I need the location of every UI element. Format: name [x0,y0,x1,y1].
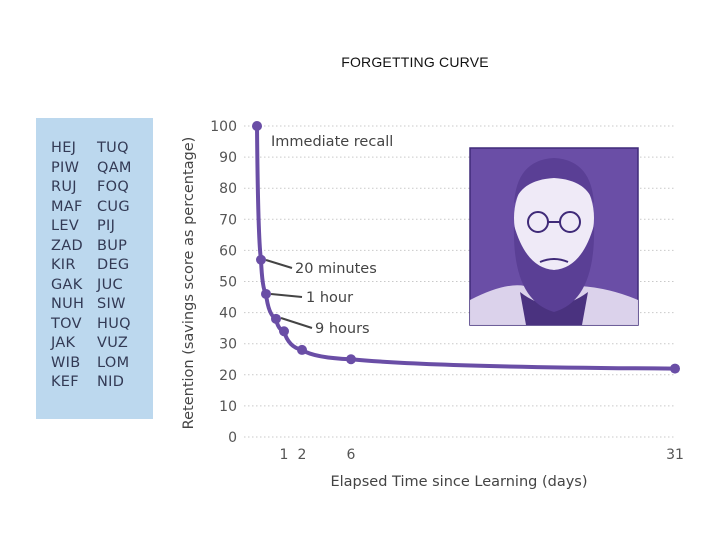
slide-title: FORGETTING CURVE [341,54,489,70]
data-point [297,344,307,355]
y-tick-label: 60 [219,243,237,259]
syllable-item: KIR [51,257,76,273]
syllable-item: TOV [51,315,82,332]
x-tick-label: 31 [666,447,684,463]
syllable-item: KEF [51,374,79,390]
syllable-item: HUQ [97,315,131,332]
curve-layer [252,121,680,374]
syllable-item: QAM [97,159,132,176]
syllable-item: ZAD [51,237,83,254]
x-tick-label: 6 [347,447,356,463]
y-tick-label: 30 [219,337,237,353]
annotation-layer: Immediate recall 20 minutes 1 hour 9 hours [265,134,393,337]
syllable-item: DEG [97,257,130,273]
y-tick-label: 0 [228,430,237,446]
data-point [261,288,271,299]
syllable-item: GAK [51,276,83,293]
y-tick-label: 70 [219,212,237,228]
annotation-label: 20 minutes [295,261,377,277]
annotation-label: 1 hour [306,290,353,306]
syllable-item: PIW [51,159,80,176]
x-tick-labels: 1 2 6 31 [280,447,684,463]
syllable-item: RUJ [51,179,77,195]
syllable-item: LEV [51,218,80,234]
portrait-ebbinghaus-icon [469,147,639,326]
syllable-item: CUG [97,198,130,215]
syllable-item: JUC [97,276,123,293]
y-tick-label: 80 [219,181,237,197]
syllable-panel: HEJ PIW RUJ MAF LEV ZAD KIR GAK NUH TOV JAK WIB KEF T… [36,118,153,419]
syllable-item: PIJ [97,218,116,234]
portrait-layer [469,147,639,326]
syllable-item: NUH [51,296,85,312]
syllable-item: NID [97,374,125,390]
annotation-leader [265,259,293,269]
syllable-item: WIB [51,354,81,371]
y-tick-label: 10 [219,399,237,415]
syllable-item: BUP [97,237,128,254]
data-point [256,254,266,265]
annotation-label: 9 hours [315,321,370,337]
x-tick-label: 2 [298,447,307,463]
syllable-item: FOQ [97,179,130,195]
syllable-item: LOM [97,354,130,371]
syllable-item: MAF [51,198,83,215]
syllable-item: TUQ [97,140,129,156]
data-point [271,313,281,324]
data-point [279,326,289,337]
data-point [670,363,680,374]
y-tick-label: 40 [219,306,237,322]
y-tick-label: 20 [219,368,237,384]
syllable-item: JAK [51,335,76,351]
annotation-leader [270,293,303,298]
annotation-leader [280,317,313,329]
x-tick-label: 1 [280,447,289,463]
syllable-item: HEJ [51,140,77,156]
data-point [346,354,356,365]
y-axis-label: Retention (savings score as percentage) [181,137,197,430]
x-axis-label: Elapsed Time since Learning (days) [330,474,587,490]
y-tick-label: 100 [210,119,237,135]
syllable-item: VUZ [97,335,129,351]
y-tick-label: 90 [219,150,237,166]
annotation-label: Immediate recall [271,134,393,150]
y-tick-label: 50 [219,275,237,291]
y-tick-labels: 0 10 20 30 40 50 60 70 80 90 100 [210,119,237,446]
data-point [252,121,262,131]
syllable-item: SIW [97,296,126,312]
